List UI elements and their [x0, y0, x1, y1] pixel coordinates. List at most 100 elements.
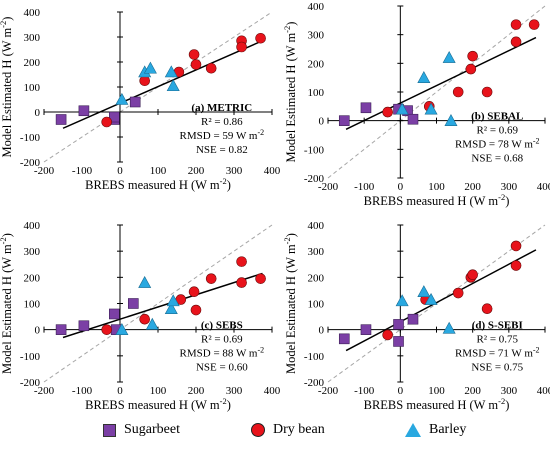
y-axis-label: Model Estimated H (W m-2) — [282, 233, 298, 374]
r-squared-text: R² = 0.75 — [476, 334, 518, 346]
x-axis-label: BREBS measured H (W m-2) — [364, 396, 510, 412]
y-tick-label: 400 — [24, 7, 41, 19]
legend-label-barley: Barley — [429, 422, 467, 437]
x-tick-label: 300 — [501, 181, 518, 193]
regression-line — [62, 272, 263, 339]
panel-title: (a) METRIC — [191, 102, 252, 114]
legend-label-dry-bean: Dry bean — [273, 422, 325, 437]
barley-point — [395, 294, 409, 307]
sugarbeet-point — [129, 96, 141, 108]
barley-point — [417, 71, 431, 83]
barley-point — [164, 302, 178, 315]
nse-text: NSE = 0.68 — [471, 153, 523, 165]
r-squared-text: R² = 0.86 — [201, 116, 243, 128]
x-tick-label: -100 — [72, 385, 93, 397]
dry-bean-point — [510, 36, 522, 48]
barley-point — [395, 102, 409, 115]
sugarbeet-point — [109, 308, 120, 320]
sugarbeet-point — [55, 114, 67, 125]
x-axis-label: BREBS measured H (W m-2) — [85, 176, 231, 192]
square-marker-icon — [103, 423, 116, 437]
x-axis-label: BREBS measured H (W m-2) — [85, 396, 231, 412]
dry-bean-point — [101, 116, 112, 128]
barley-point — [115, 92, 129, 105]
x-tick-label: 0 — [117, 165, 123, 177]
regression-line — [345, 36, 537, 130]
x-tick-label: -200 — [318, 181, 339, 193]
x-tick-label: 100 — [150, 385, 167, 397]
sugarbeet-point — [109, 111, 120, 123]
sugarbeet-point — [78, 320, 90, 332]
x-tick-label: -100 — [354, 181, 375, 193]
panel-title: (d) S-SEBI — [472, 320, 523, 332]
x-tick-label: 400 — [264, 165, 281, 177]
y-tick-label: 400 — [308, 1, 325, 13]
y-tick-label: 300 — [308, 30, 325, 42]
dry-bean-point — [188, 49, 200, 60]
r-squared-text: R² = 0.69 — [201, 334, 243, 346]
barley-point — [164, 65, 178, 78]
x-tick-label: 0 — [117, 385, 123, 397]
y-tick-label: 0 — [35, 107, 41, 119]
dry-bean-point — [236, 41, 247, 53]
legend-item-barley: Barley — [405, 422, 466, 438]
circle-marker-icon — [251, 423, 265, 437]
y-tick-label: 200 — [24, 272, 41, 284]
x-tick-label: 400 — [537, 181, 550, 193]
dry-bean-point — [255, 32, 266, 44]
dry-bean-point — [139, 313, 150, 325]
barley-point — [166, 79, 180, 92]
dry-bean-point — [528, 19, 540, 30]
sugarbeet-point — [393, 319, 404, 330]
y-tick-label: -200 — [20, 377, 41, 389]
chart-panel-3: -200 -100 0 100 200 300 400 -200 -100 0 100 200 300 4… — [0, 220, 281, 412]
barley-point — [424, 102, 438, 115]
dry-bean-point — [465, 63, 477, 75]
figure: -200 -100 0 100 200 300 400 -200 -100 0 100 200 300 4… — [0, 1, 550, 412]
dry-bean-point — [190, 304, 202, 316]
barley-point — [442, 321, 456, 334]
chart-panel-1: -200 -100 0 100 200 300 400 -200 -100 0 100 200 300 4… — [0, 7, 281, 192]
y-tick-label: 200 — [24, 57, 41, 69]
y-tick-label: -100 — [304, 351, 325, 363]
x-tick-label: -200 — [34, 165, 55, 177]
sugarbeet-point — [128, 298, 139, 309]
x-tick-label: 100 — [428, 181, 445, 193]
dry-bean-point — [481, 303, 493, 315]
sugarbeet-point — [360, 324, 372, 335]
rmsd-text: RMSD = 71 W m-2 — [455, 346, 540, 360]
y-axis-label: Model Estimated H (W m-2) — [0, 233, 14, 374]
sugarbeet-point — [338, 333, 350, 345]
dry-bean-point — [452, 86, 464, 98]
y-tick-label: 100 — [308, 299, 325, 311]
dry-bean-point — [452, 287, 464, 299]
x-tick-label: 300 — [501, 385, 518, 397]
y-tick-label: 100 — [24, 82, 41, 94]
chart-panel-4: -200 -100 0 100 200 300 400 -200 -100 0 100 200 300 4… — [282, 220, 550, 412]
legend: Sugarbeet Dry bean Barley — [0, 420, 550, 444]
y-tick-label: 300 — [24, 32, 41, 44]
dry-bean-point — [481, 86, 493, 98]
x-tick-label: 0 — [398, 385, 404, 397]
barley-point — [424, 292, 438, 305]
barley-point — [145, 317, 159, 330]
x-tick-label: 300 — [226, 165, 243, 177]
y-tick-label: 400 — [24, 220, 41, 232]
barley-point — [138, 275, 152, 288]
x-axis-label: BREBS measured H (W m-2) — [364, 192, 510, 208]
y-tick-label: -200 — [304, 377, 325, 389]
y-tick-label: -100 — [20, 132, 41, 144]
regression-line — [345, 249, 537, 352]
y-tick-label: 200 — [308, 58, 325, 70]
legend-item-dry-bean: Dry bean — [251, 422, 325, 438]
x-tick-label: -200 — [34, 385, 55, 397]
x-tick-label: 100 — [428, 385, 445, 397]
dry-bean-point — [382, 329, 393, 341]
y-axis-label: Model Estimated H (W m-2) — [282, 22, 298, 163]
sugarbeet-point — [360, 102, 372, 114]
sugarbeet-point — [393, 336, 404, 347]
y-tick-label: 100 — [24, 299, 41, 311]
y-tick-label: 0 — [319, 116, 325, 128]
x-tick-label: 200 — [464, 385, 481, 397]
dry-bean-point — [467, 269, 478, 281]
